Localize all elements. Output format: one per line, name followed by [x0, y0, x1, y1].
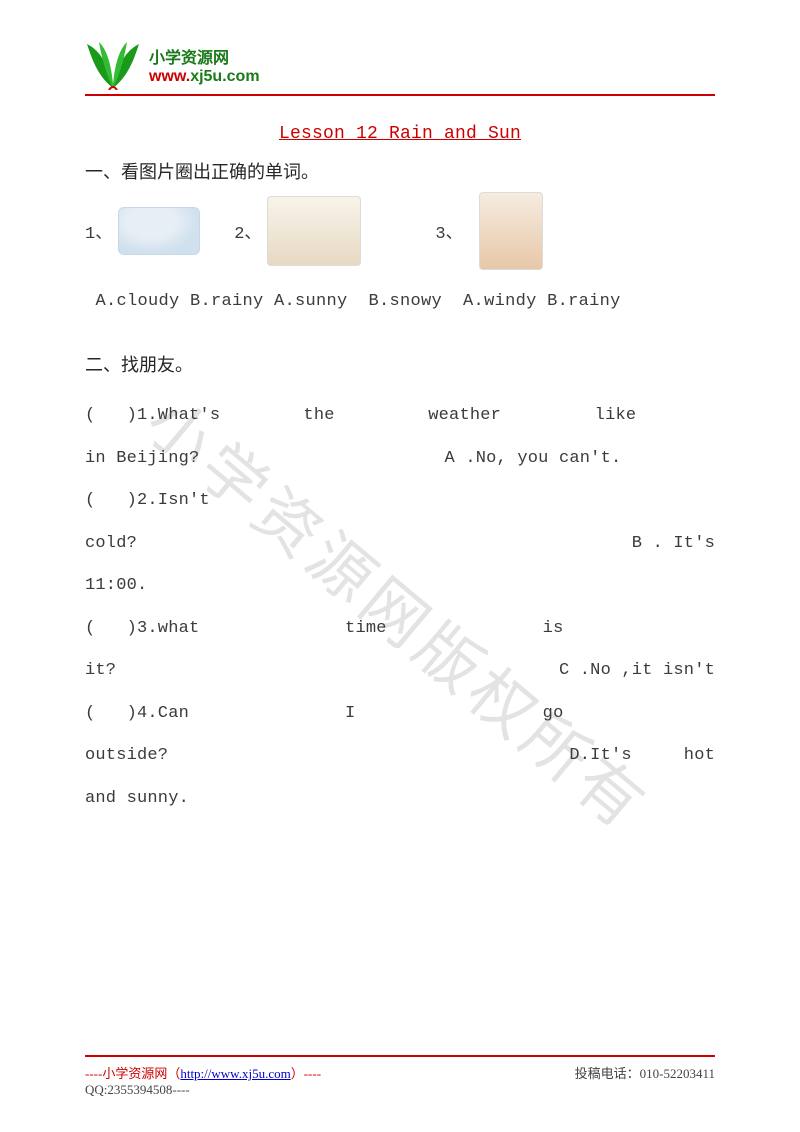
footer-suffix: ）----	[291, 1066, 321, 1081]
item-number-2: 2、	[234, 218, 261, 244]
header-divider	[85, 94, 715, 96]
section2-heading: 二、找朋友。	[85, 351, 715, 377]
url-green: xj5u.com	[190, 68, 259, 85]
q-text: and sunny.	[85, 789, 189, 808]
q-text: cold?	[85, 523, 137, 566]
matching-block: ( )1.What's the weather like in Beijing?…	[85, 395, 715, 820]
a-text: D.It's hot	[569, 735, 715, 778]
match-line: outside? D.It's hot	[85, 735, 715, 778]
a-text: B . It's	[632, 523, 715, 566]
lesson-title: Lesson_12_Rain_and_Sun	[85, 124, 715, 144]
leaf-logo-icon	[85, 40, 141, 90]
footer-link[interactable]: http://www.xj5u.com	[180, 1066, 290, 1081]
match-line: cold? B . It's	[85, 523, 715, 566]
site-name: 小学资源网	[149, 44, 260, 68]
page-container: 小学资源网 www.xj5u.com Lesson_12_Rain_and_Su…	[0, 0, 800, 820]
match-line: it? C .No ,it isn't	[85, 650, 715, 693]
q-text: ( )4.Can I go	[85, 704, 563, 723]
footer-left: ----小学资源网（http://www.xj5u.com）----	[85, 1063, 321, 1082]
footer-phone: 投稿电话：010-52203411	[575, 1063, 715, 1082]
site-url: www.xj5u.com	[149, 68, 260, 86]
site-header: 小学资源网 www.xj5u.com	[85, 40, 715, 90]
item-number-1: 1、	[85, 218, 112, 244]
weather-image-cloud	[118, 207, 200, 255]
match-line: in Beijing? A .No, you can't.	[85, 438, 715, 481]
match-line: and sunny.	[85, 778, 715, 821]
weather-image-wind	[479, 192, 543, 270]
q-text: outside?	[85, 735, 168, 778]
q-text: ( )3.what time is	[85, 619, 563, 638]
q-text: in Beijing?	[85, 438, 199, 481]
match-line: ( )2.Isn't	[85, 480, 715, 523]
weather-image-snow	[267, 196, 361, 266]
image-row: 1、 2、 3、	[85, 192, 715, 270]
url-red: www.	[149, 68, 190, 85]
footer-qq: QQ:2355394508----	[85, 1082, 715, 1098]
match-line: ( )4.Can I go	[85, 693, 715, 736]
q-text: it?	[85, 650, 116, 693]
match-line: ( )1.What's the weather like	[85, 395, 715, 438]
page-footer: ----小学资源网（http://www.xj5u.com）---- 投稿电话：…	[85, 1055, 715, 1098]
footer-divider	[85, 1055, 715, 1057]
answer-options: A.cloudy B.rainy A.sunny B.snowy A.windy…	[85, 292, 715, 311]
match-line: ( )3.what time is	[85, 608, 715, 651]
section1-heading: 一、看图片圈出正确的单词。	[85, 158, 715, 184]
q-text: ( )2.Isn't	[85, 491, 210, 510]
a-text: A .No, you can't.	[445, 438, 715, 481]
footer-prefix: ----小学资源网（	[85, 1066, 180, 1081]
a-text: C .No ,it isn't	[559, 650, 715, 693]
item-number-3: 3、	[435, 218, 462, 244]
match-line: 11:00.	[85, 565, 715, 608]
q-text: 11:00.	[85, 576, 147, 595]
q-text: ( )1.What's the weather like	[85, 406, 636, 425]
